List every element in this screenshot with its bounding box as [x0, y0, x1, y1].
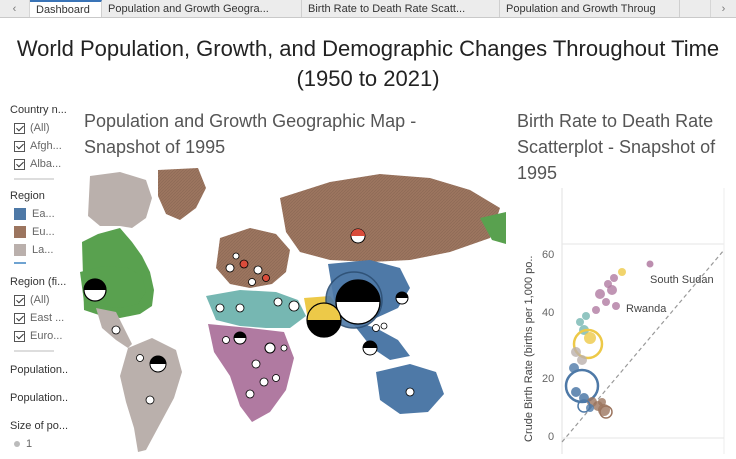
checkbox-checked-icon[interactable] — [14, 122, 25, 134]
country-filter-scrollbar[interactable] — [14, 178, 54, 180]
region-filter-option[interactable]: Euro... — [14, 330, 62, 342]
ytick-40: 40 — [542, 307, 554, 319]
region-africa[interactable] — [208, 324, 294, 422]
region-alaska[interactable] — [480, 212, 506, 244]
scatterplot-svg[interactable]: 60 40 20 0 Crude Birth Rate (births per … — [512, 188, 736, 454]
region-legend-item[interactable]: Ea... — [14, 208, 55, 220]
region-legend-item[interactable]: Eu... — [14, 226, 55, 238]
color-swatch — [14, 208, 26, 220]
region-filter-option[interactable]: East ... — [14, 312, 64, 324]
size-dot-icon — [14, 441, 20, 447]
region-south-america[interactable] — [120, 338, 182, 452]
region-canada-north[interactable] — [88, 172, 152, 228]
checkbox-checked-icon[interactable] — [14, 312, 25, 324]
tab-scroll-left-button[interactable]: ‹ — [0, 0, 30, 17]
size-legend-item: 1 — [14, 438, 32, 450]
checkbox-checked-icon[interactable] — [14, 158, 25, 170]
color-swatch — [14, 244, 26, 256]
region-legend-header: Region — [10, 190, 45, 202]
tab-scatterplot[interactable]: Birth Rate to Death Rate Scatt... — [302, 0, 500, 17]
annotation-rwanda: Rwanda — [626, 303, 667, 315]
scatter-title: Birth Rate to Death Rate Scatterplot - S… — [517, 111, 716, 183]
scatter-points[interactable] — [564, 260, 654, 419]
world-map[interactable] — [80, 168, 506, 454]
checkbox-checked-icon[interactable] — [14, 294, 25, 306]
chevron-right-icon: › — [721, 2, 726, 15]
region-filter-scrollbar[interactable] — [14, 350, 54, 352]
dashboard-title: World Population, Growth, and Demographi… — [16, 36, 720, 91]
region-legend-scroll-indicator[interactable] — [14, 262, 26, 264]
y-axis-label: Crude Birth Rate (births per 1,000 po.. — [523, 256, 535, 442]
region-legend-item[interactable]: La... — [14, 244, 53, 256]
region-filter-option[interactable]: (All) — [14, 294, 50, 306]
chevron-left-icon: ‹ — [12, 2, 17, 15]
tab-population-growth[interactable]: Population and Growth Throug — [500, 0, 680, 17]
tab-scroll-right-button[interactable]: › — [710, 0, 736, 17]
tab-dashboard[interactable]: Dashboard — [30, 0, 102, 17]
scatterplot[interactable]: 60 40 20 0 Crude Birth Rate (births per … — [512, 188, 736, 454]
country-filter-option[interactable]: Afgh... — [14, 140, 62, 152]
checkbox-checked-icon[interactable] — [14, 140, 25, 152]
world-map-svg[interactable] — [80, 168, 506, 454]
color-swatch — [14, 226, 26, 238]
size-legend-header: Size of po... — [10, 420, 69, 432]
ytick-20: 20 — [542, 373, 554, 385]
region-southeast-asia[interactable] — [350, 320, 410, 360]
map-title: Population and Growth Geographic Map - S… — [84, 111, 417, 157]
point-india[interactable] — [572, 328, 604, 360]
annotation-south-sudan: South Sudan — [650, 274, 714, 286]
filters-panel: Country n... (All) Afgh... Alba... Regio… — [0, 100, 80, 454]
checkbox-checked-icon[interactable] — [14, 330, 25, 342]
ytick-60: 60 — [542, 249, 554, 261]
population-filter-header[interactable]: Population.. — [10, 392, 69, 404]
map-bubbles[interactable] — [83, 228, 415, 405]
tab-bar: ‹ Dashboard Population and Growth Geogra… — [0, 0, 736, 18]
country-filter-option[interactable]: Alba... — [14, 158, 61, 170]
ytick-0: 0 — [548, 431, 554, 443]
region-filter-header: Region (fi... — [10, 276, 67, 288]
tab-geographic-map[interactable]: Population and Growth Geogra... — [102, 0, 302, 17]
bubble-ethiopia[interactable] — [264, 342, 276, 354]
country-filter-option[interactable]: (All) — [14, 122, 50, 134]
population-filter-header[interactable]: Population.. — [10, 364, 69, 376]
country-filter-header: Country n... — [10, 104, 67, 116]
